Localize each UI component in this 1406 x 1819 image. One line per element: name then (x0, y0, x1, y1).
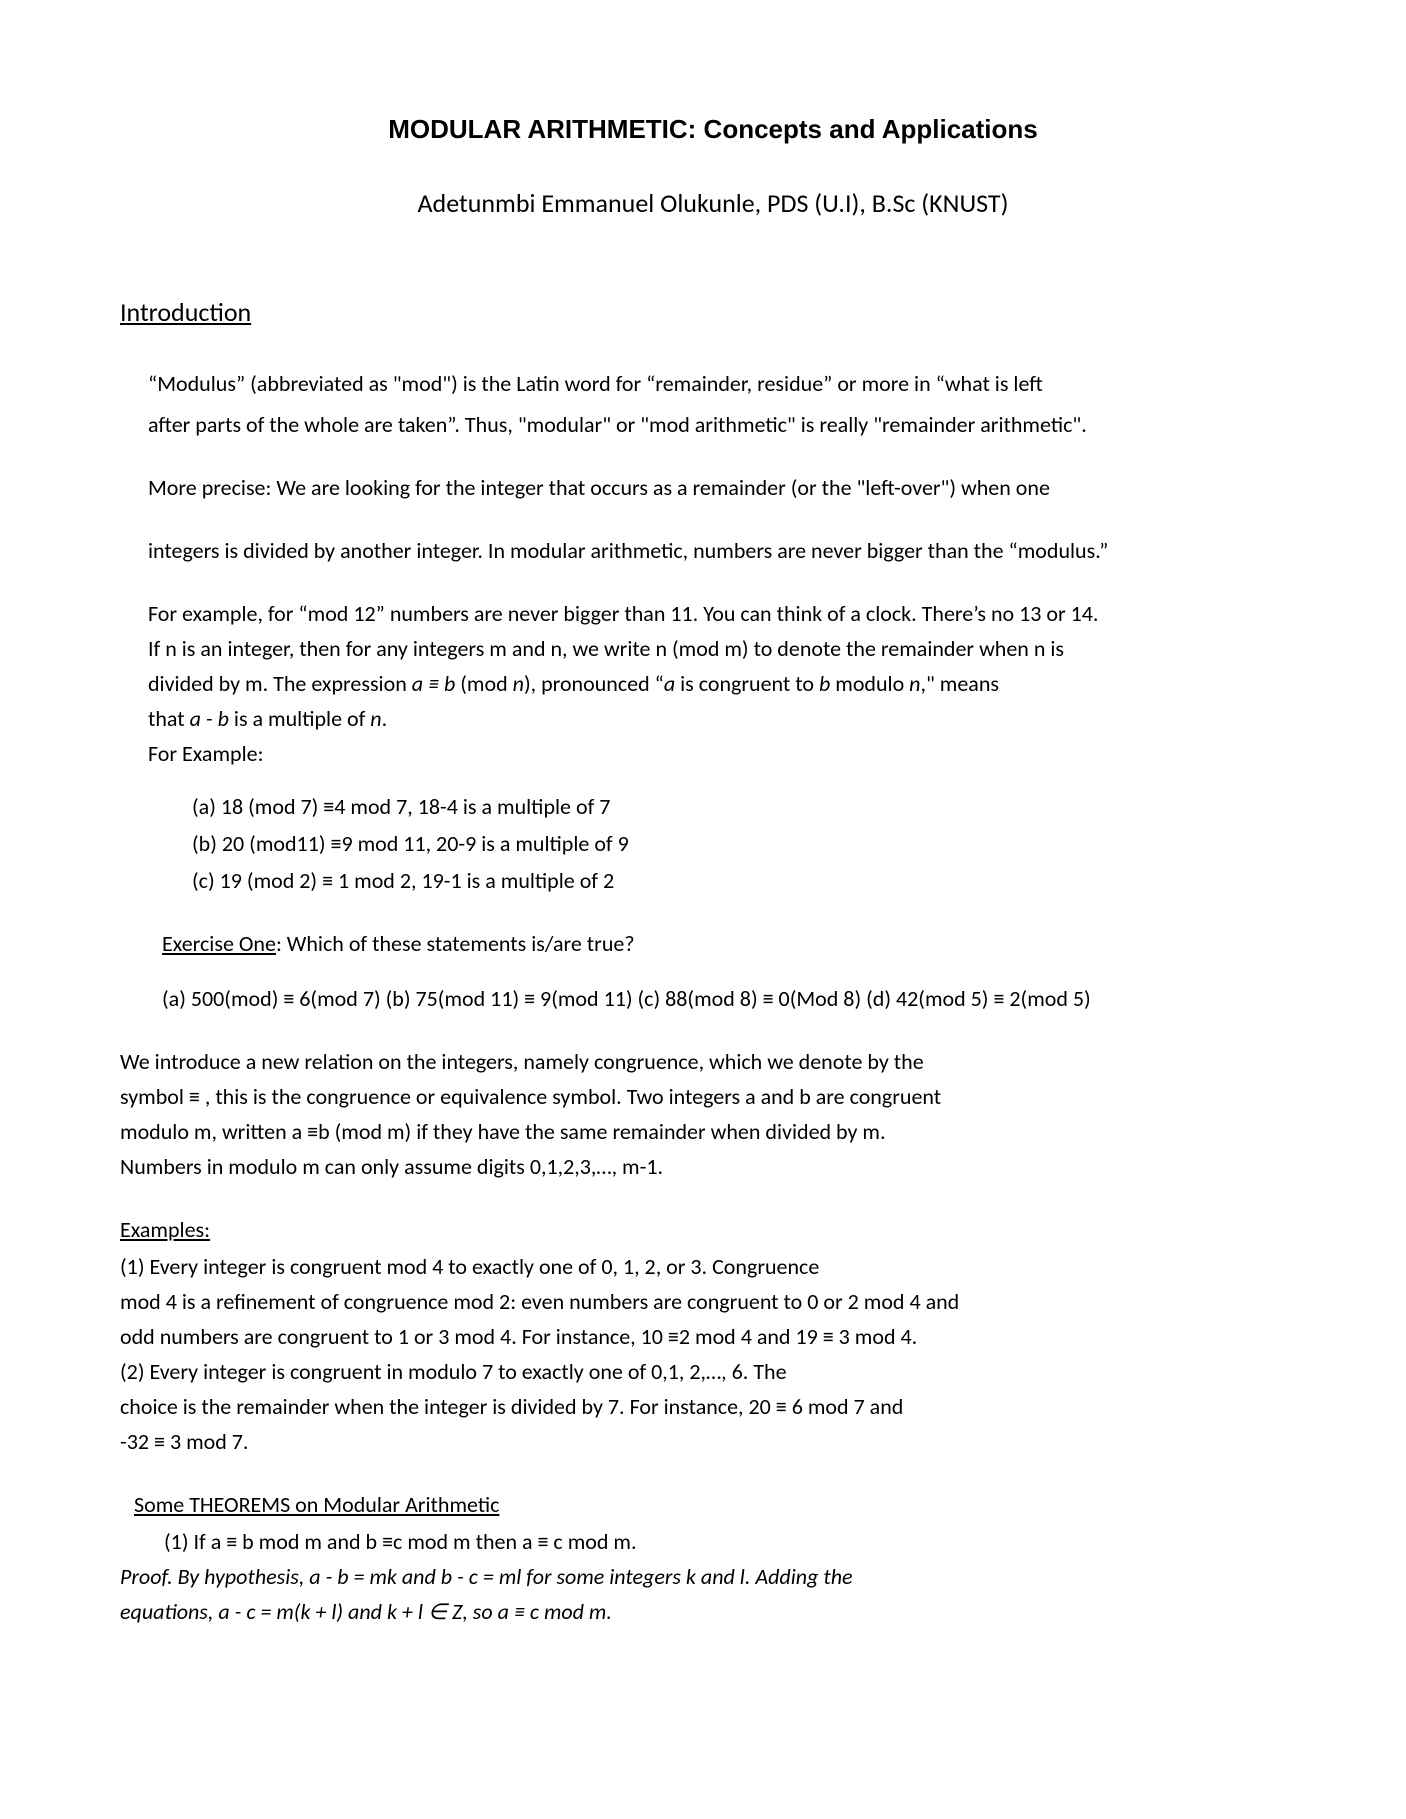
text: divided by m. The expression (148, 670, 412, 697)
example-item: (b) 20 (mod11) ≡9 mod 11, 20-9 is a mult… (192, 827, 1306, 860)
italic-text: n (370, 705, 381, 732)
text: that (148, 705, 190, 732)
example-text: (2) Every integer is congruent in modulo… (120, 1355, 1306, 1388)
exercise-options: (a) 500(mod) ≡ 6(mod 7) (b) 75(mod 11) ≡… (162, 982, 1306, 1015)
exercise-label: Exercise One (162, 930, 276, 957)
example-text: -32 ≡ 3 mod 7. (120, 1425, 1306, 1458)
paragraph-text: “Modulus” (abbreviated as "mod") is the … (148, 367, 1306, 400)
author-line: Adetunmbi Emmanuel Olukunle, PDS (U.I), … (180, 184, 1246, 223)
proof-text: equations, a - c = m(k + l) and k + l ∈ … (120, 1595, 1306, 1628)
text: is a multiple of (229, 705, 370, 732)
text: ," means (920, 670, 999, 697)
paragraph-text: integers is divided by another integer. … (148, 534, 1306, 567)
paragraph-text: after parts of the whole are taken”. Thu… (148, 408, 1306, 441)
paragraph-text: We introduce a new relation on the integ… (120, 1045, 1306, 1078)
paragraph-text: For Example: (148, 737, 1306, 770)
proof-text: Proof. By hypothesis, a - b = mk and b -… (120, 1560, 1306, 1593)
exercise-question: : Which of these statements is/are true? (276, 930, 635, 957)
italic-text: n (909, 670, 920, 697)
paragraph-text: More precise: We are looking for the int… (148, 471, 1306, 504)
paragraph-text: that a - b is a multiple of n. (148, 702, 1306, 735)
italic-text: a (664, 670, 675, 697)
examples-heading: Examples: (120, 1213, 1306, 1246)
paragraph-text: modulo m, written a ≡b (mod m) if they h… (120, 1115, 1306, 1148)
paragraph-text: Numbers in modulo m can only assume digi… (120, 1150, 1306, 1183)
text: modulo (830, 670, 909, 697)
text: ), pronounced “ (524, 670, 664, 697)
example-text: odd numbers are congruent to 1 or 3 mod … (120, 1320, 1306, 1353)
example-text: choice is the remainder when the integer… (120, 1390, 1306, 1423)
paragraph-text: For example, for “mod 12” numbers are ne… (148, 597, 1306, 630)
italic-text: b (819, 670, 830, 697)
example-item: (a) 18 (mod 7) ≡4 mod 7, 18-4 is a multi… (192, 790, 1306, 823)
paragraph-text: symbol ≡ , this is the congruence or equ… (120, 1080, 1306, 1113)
theorem-text: (1) If a ≡ b mod m and b ≡c mod m then a… (164, 1525, 1306, 1558)
text: . (382, 705, 388, 732)
italic-text: a - b (190, 705, 229, 732)
italic-text: n (513, 670, 524, 697)
exercise-heading: Exercise One: Which of these statements … (162, 927, 1306, 960)
example-text: (1) Every integer is congruent mod 4 to … (120, 1250, 1306, 1283)
paragraph-text: If n is an integer, then for any integer… (148, 632, 1306, 665)
section-heading-introduction: Introduction (120, 293, 1306, 332)
paragraph-text: divided by m. The expression a ≡ b (mod … (148, 667, 1306, 700)
proof-body: . By hypothesis, a - b = mk and b - c = … (167, 1563, 852, 1590)
example-item: (c) 19 (mod 2) ≡ 1 mod 2, 19-1 is a mult… (192, 864, 1306, 897)
example-text: mod 4 is a refinement of congruence mod … (120, 1285, 1306, 1318)
text: is congruent to (675, 670, 819, 697)
text: (mod (455, 670, 512, 697)
italic-text: a ≡ b (412, 670, 456, 697)
theorems-heading: Some THEOREMS on Modular Arithmetic (134, 1488, 1306, 1521)
proof-label: Proof (120, 1563, 167, 1590)
page-title: MODULAR ARITHMETIC: Concepts and Applica… (180, 110, 1246, 149)
